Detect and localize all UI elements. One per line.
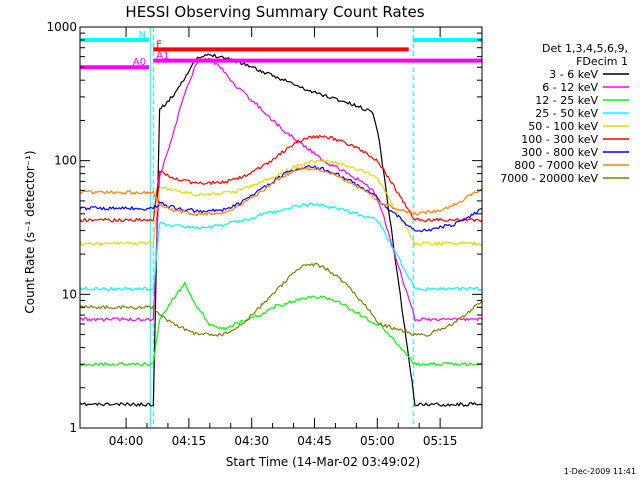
legend-label-8: 7000 - 20000 keV (500, 172, 598, 185)
footer-date: 1-Dec-2009 11:41 (564, 467, 636, 476)
state-bar-label-2: A0 (133, 57, 146, 68)
series-line-2 (79, 281, 483, 367)
legend-label-3: 25 - 50 keV (535, 107, 598, 120)
legend-title-1: FDecim 1 (576, 55, 628, 68)
series-lines (79, 53, 483, 407)
legend-label-0: 3 - 6 keV (549, 68, 598, 81)
plot-frame (79, 26, 483, 429)
series-line-1 (79, 57, 483, 322)
x-tick-label-4: 05:00 (360, 434, 395, 448)
series-line-7 (79, 166, 483, 217)
state-bar-label-0: N (139, 30, 146, 41)
y-axis-label: Count Rate (s⁻¹ detector⁻¹) (23, 150, 37, 313)
legend-label-5: 100 - 300 keV (521, 133, 598, 146)
series-line-6 (79, 164, 483, 233)
legend-label-2: 12 - 25 keV (535, 94, 598, 107)
x-tick-label-3: 04:45 (297, 434, 332, 448)
series-line-8 (79, 262, 483, 337)
x-tick-label-2: 04:30 (234, 434, 269, 448)
x-tick-label-1: 04:15 (172, 434, 207, 448)
y-tick-label-3: 1000 (46, 20, 77, 34)
state-bars: NF A0 A1 (80, 30, 482, 70)
series-line-4 (79, 158, 483, 246)
chart-title: HESSI Observing Summary Count Rates (125, 3, 424, 21)
series-line-3 (79, 202, 483, 292)
marker-lines (79, 27, 483, 428)
legend-label-4: 50 - 100 keV (528, 120, 598, 133)
y-tick-label-2: 100 (54, 154, 77, 168)
state-bar-label-1: F (156, 39, 162, 50)
x-axis-label: Start Time (14-Mar-02 03:49:02) (226, 455, 420, 469)
legend-label-6: 300 - 800 keV (521, 146, 598, 159)
legend-label-1: 6 - 12 keV (542, 81, 598, 94)
y-tick-label-1: 10 (62, 287, 77, 301)
y-tick-label-0: 1 (69, 421, 77, 435)
x-tick-label-5: 05:15 (423, 434, 458, 448)
state-bar-label-3: A1 (156, 51, 169, 62)
series-line-5 (79, 134, 483, 223)
x-tick-label-0: 04:00 (109, 434, 144, 448)
legend-label-7: 800 - 7000 keV (514, 159, 598, 172)
legend-title-0: Det 1,3,4,5,6,9, (542, 42, 628, 55)
series-line-0 (79, 53, 483, 407)
axis-ticks: 04:00 04:15 04:30 04:45 05:00 05:15 1 10 100 1000 (46, 20, 482, 448)
